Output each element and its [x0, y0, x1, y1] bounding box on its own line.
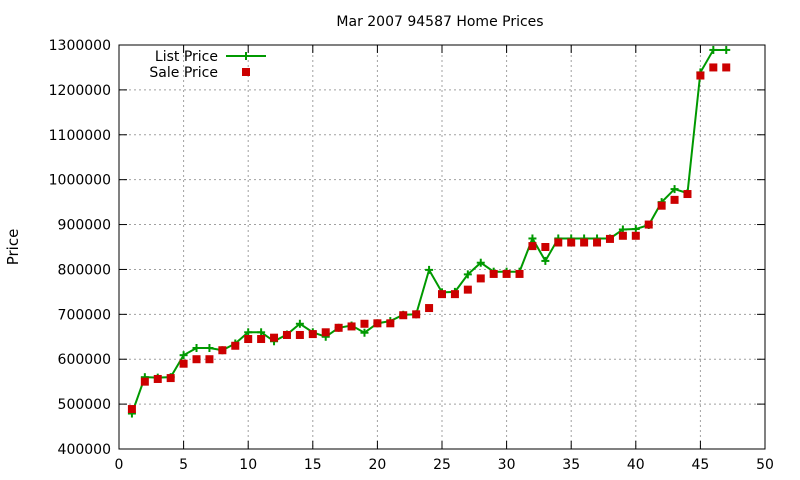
sale-price-point — [631, 231, 640, 240]
x-tick-label: 30 — [498, 457, 516, 473]
y-tick-label: 600000 — [58, 352, 111, 368]
sale-price-point — [605, 234, 614, 243]
sale-price-point — [231, 341, 240, 350]
sale-price-point — [463, 285, 472, 294]
x-tick-label: 35 — [562, 457, 580, 473]
y-tick-label: 800000 — [58, 262, 111, 278]
list-price-point — [179, 351, 188, 360]
list-price-point — [631, 225, 640, 234]
list-price-point — [722, 45, 731, 54]
sale-price-point — [218, 346, 227, 355]
sale-price-point — [450, 290, 459, 299]
chart-title: Mar 2007 94587 Home Prices — [336, 14, 543, 30]
sale-price-point — [153, 374, 162, 383]
sale-price-point — [502, 269, 511, 278]
list-price-point — [257, 328, 266, 337]
sale-price-series — [127, 63, 731, 414]
sale-price-point — [696, 71, 705, 80]
list-price-point — [360, 328, 369, 337]
legend-marker-list-price — [242, 52, 250, 60]
list-price-point — [528, 234, 537, 243]
x-tick-label: 40 — [627, 457, 645, 473]
sale-price-point — [541, 243, 550, 251]
list-price-point — [425, 265, 434, 274]
x-tick-label: 10 — [239, 457, 257, 473]
sale-price-point — [127, 405, 136, 414]
sale-price-point — [308, 330, 317, 339]
y-tick-label: 700000 — [58, 307, 111, 323]
list-price-point — [670, 185, 679, 194]
sale-price-point — [321, 328, 330, 337]
list-price-point — [295, 319, 304, 328]
sale-price-point — [270, 333, 279, 342]
sale-price-point — [412, 310, 421, 319]
sale-price-point — [515, 269, 524, 278]
sale-price-point — [282, 330, 291, 339]
sale-price-point — [140, 377, 149, 386]
x-tick-label: 50 — [756, 457, 774, 473]
y-tick-label: 1000000 — [49, 173, 111, 189]
x-tick-label: 0 — [115, 457, 124, 473]
y-axis-label: Price — [4, 229, 22, 266]
sale-price-point — [476, 274, 485, 283]
x-tick-label: 15 — [304, 457, 322, 473]
y-tick-label: 400000 — [58, 442, 111, 458]
list-price-point — [709, 45, 718, 54]
series-layer — [127, 45, 731, 418]
sale-price-point — [567, 238, 576, 247]
x-tick-label: 20 — [368, 457, 386, 473]
sale-price-point — [722, 63, 731, 72]
legend-marker-sale-price — [242, 68, 250, 76]
list-price-point — [244, 328, 253, 337]
x-tick-label: 5 — [179, 457, 188, 473]
sale-price-point — [528, 242, 537, 251]
sale-price-point — [244, 335, 253, 344]
sale-price-point — [683, 190, 692, 199]
list-price-point — [205, 344, 214, 352]
sale-price-point — [399, 311, 408, 320]
sale-price-point — [657, 201, 666, 210]
sale-price-point — [373, 319, 382, 328]
sale-price-point — [360, 319, 369, 328]
sale-price-point — [334, 323, 343, 332]
sale-price-point — [489, 269, 498, 278]
sale-price-point — [295, 330, 304, 339]
y-tick-label: 900000 — [58, 218, 111, 234]
sale-price-point — [386, 319, 395, 328]
y-tick-label: 1200000 — [49, 83, 111, 99]
y-tick-label: 1300000 — [49, 38, 111, 54]
grid-lines — [119, 45, 765, 449]
legend-label-sale-price: Sale Price — [149, 65, 218, 81]
y-tick-label: 500000 — [58, 397, 111, 413]
sale-price-point — [347, 322, 356, 331]
list-price-point — [541, 256, 550, 265]
x-tick-label: 25 — [433, 457, 451, 473]
list-price-series — [127, 45, 731, 418]
sale-price-point — [166, 374, 175, 383]
sale-price-point — [618, 231, 627, 240]
sale-price-point — [593, 238, 602, 247]
list-price-point — [192, 344, 201, 352]
sale-price-point — [580, 238, 589, 247]
sale-price-point — [425, 304, 434, 313]
sale-price-point — [192, 355, 201, 364]
list-price-point — [476, 258, 485, 267]
sale-price-point — [554, 238, 563, 247]
axis-ticks: 400000 500000 600000 700000 800000 900000 1000… — [49, 38, 774, 473]
x-tick-label: 45 — [691, 457, 709, 473]
list-price-point — [463, 270, 472, 279]
y-tick-label: 1100000 — [49, 128, 111, 144]
legend-label-list-price: List Price — [155, 49, 218, 65]
sale-price-point — [257, 335, 266, 344]
sale-price-point — [670, 195, 679, 204]
sale-price-point — [438, 290, 446, 299]
sale-price-point — [205, 355, 214, 364]
sale-price-point — [179, 359, 188, 368]
sale-price-point — [709, 63, 718, 72]
sale-price-point — [644, 220, 653, 229]
